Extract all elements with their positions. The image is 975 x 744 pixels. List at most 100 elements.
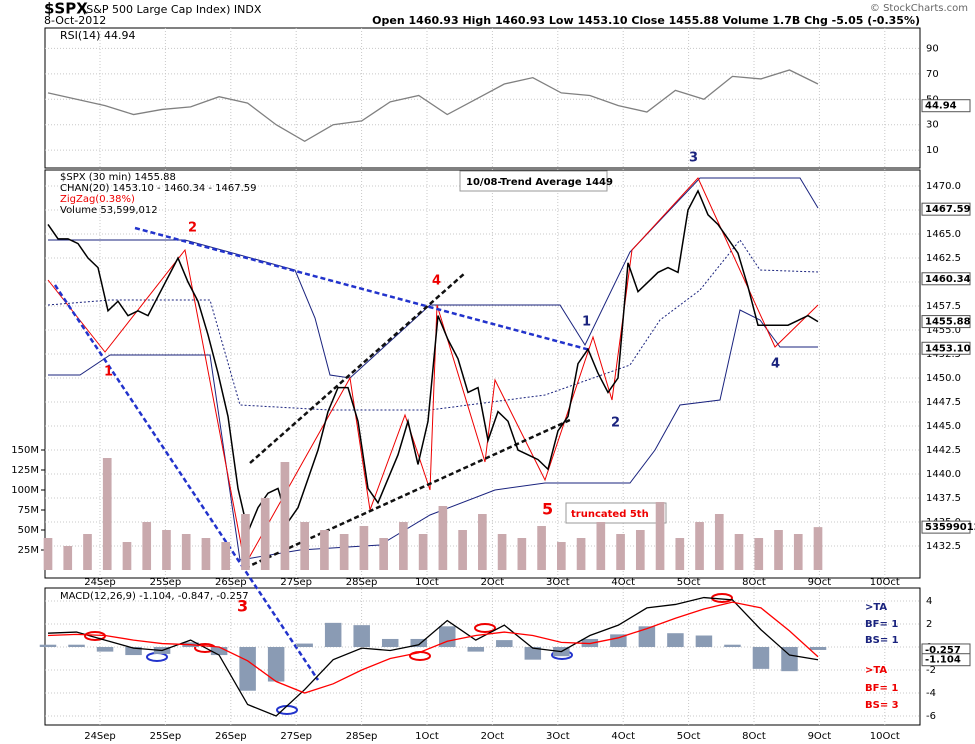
volume-bar: [399, 522, 408, 570]
y-tick-label: 1450.0: [926, 373, 961, 384]
histogram-bar: [381, 638, 399, 648]
volume-bar: [576, 538, 586, 570]
x-tick-label: 5Oct: [677, 577, 701, 588]
x-tick-label: 9Oct: [808, 577, 832, 588]
volume-bar: [714, 514, 724, 570]
x-tick-label: 2Oct: [481, 731, 505, 742]
series-line: [47, 189, 819, 535]
x-tick-label: 4Oct: [611, 577, 635, 588]
histogram-bar: [695, 635, 713, 648]
wave-label: 4: [771, 357, 780, 372]
value-tag: [921, 520, 971, 534]
value-tag: [921, 202, 971, 216]
value-tag: [921, 653, 971, 667]
grid: [45, 28, 920, 725]
wave-label: 2: [188, 221, 197, 236]
y-tick-label: 75M: [18, 505, 39, 516]
histogram-bar: [353, 625, 370, 648]
volume-bar: [734, 534, 744, 570]
histogram-bar: [610, 634, 627, 648]
wave-label: 3: [237, 597, 248, 616]
value-tag-label: 44.94: [925, 101, 957, 112]
volume-bar: [201, 538, 211, 570]
note: 10/08-Trend Average 1449: [466, 177, 613, 188]
x-tick-label: 24Sep: [84, 577, 116, 588]
y-tick-label: 1442.5: [926, 445, 961, 456]
x-tick-label: 26Sep: [215, 731, 247, 742]
x-tick-label: 27Sep: [280, 577, 312, 588]
series-line: [47, 596, 819, 717]
x-tick-label: 28Sep: [346, 577, 378, 588]
x-tick-label: 28Sep: [346, 731, 378, 742]
histogram-bar: [239, 647, 256, 691]
macd-legend: MACD(12,26,9) -1.104, -0.847, -0.257: [60, 591, 249, 602]
series-line: [47, 69, 819, 143]
y-tick-label: 125M: [11, 465, 39, 476]
note: >TA: [865, 602, 887, 613]
value-tag-label: -1.104: [925, 655, 961, 666]
y-tick-label: 150M: [11, 445, 39, 456]
note: BS= 3: [865, 700, 899, 711]
histogram-bar: [296, 643, 313, 648]
note: BF= 1: [865, 619, 898, 630]
y-tick-label: 30: [926, 120, 939, 131]
trendline: [53, 284, 320, 681]
volume-bar: [774, 530, 783, 570]
note: BF= 1: [865, 683, 898, 694]
histogram-bar: [267, 647, 285, 682]
index-name: (S&P 500 Large Cap Index) INDX: [82, 3, 262, 16]
value-tag-label: -0.257: [925, 645, 961, 656]
volume-bar: [181, 534, 191, 570]
value-tag-label: 1455.88: [925, 317, 971, 328]
histogram-bar: [125, 647, 142, 656]
value-tag-label: 53599012: [925, 522, 975, 533]
volume-bar: [695, 522, 704, 570]
volume-bar: [497, 534, 507, 570]
y-tick-label: 70: [926, 69, 939, 80]
quote: Open 1460.93 High 1460.93 Low 1453.10 Cl…: [372, 14, 920, 27]
volume-bar: [280, 462, 290, 570]
volume-bar: [43, 538, 53, 570]
volume-bar: [260, 498, 270, 570]
rsi-legend: RSI(14) 44.94: [60, 29, 135, 42]
x-tick-label: 3Oct: [546, 577, 570, 588]
volume-bar: [675, 538, 685, 570]
x-tick-label: 25Sep: [150, 577, 182, 588]
note-box: [459, 170, 608, 192]
y-tick-label: 1455.0: [926, 325, 961, 336]
macd-panel: [44, 587, 921, 726]
volume-bar: [63, 546, 73, 570]
y-tick-label: 1447.5: [926, 397, 961, 408]
value-tag: [921, 341, 971, 355]
wave-label: 2: [611, 416, 620, 431]
x-tick-label: 1Oct: [415, 577, 439, 588]
channel-upper: [48, 177, 819, 379]
volume-bar: [438, 506, 448, 570]
volume-bar: [537, 526, 546, 570]
wave-label: 4: [432, 274, 441, 289]
y-tick-label: -4: [926, 688, 936, 699]
wave-label: 1: [582, 315, 591, 330]
y-tick-label: 4: [926, 596, 932, 607]
wave-label: 5: [542, 500, 553, 519]
series-line: [47, 601, 819, 694]
marker: [474, 623, 496, 633]
y-tick-label: 1432.5: [926, 541, 961, 552]
histogram-bar: [96, 647, 114, 652]
histogram-bar: [524, 647, 542, 660]
x-tick-label: 5Oct: [677, 731, 701, 742]
histogram-bar: [410, 638, 427, 648]
volume-bar: [379, 538, 388, 570]
y-tick-label: 2: [926, 619, 932, 630]
y-tick-label: 1440.0: [926, 469, 961, 480]
x-tick-label: 1Oct: [415, 731, 439, 742]
histogram-bar: [496, 640, 513, 648]
volume-bar: [102, 458, 112, 570]
volume-bar: [793, 534, 803, 570]
histogram-bar: [752, 647, 770, 669]
legend-entry: ZigZag(0.38%): [60, 194, 135, 205]
y-tick-label: 1470.0: [926, 181, 961, 192]
volume-bar: [359, 526, 369, 570]
x-tick-label: 27Sep: [280, 731, 312, 742]
y-tick-label: 10: [926, 145, 939, 156]
